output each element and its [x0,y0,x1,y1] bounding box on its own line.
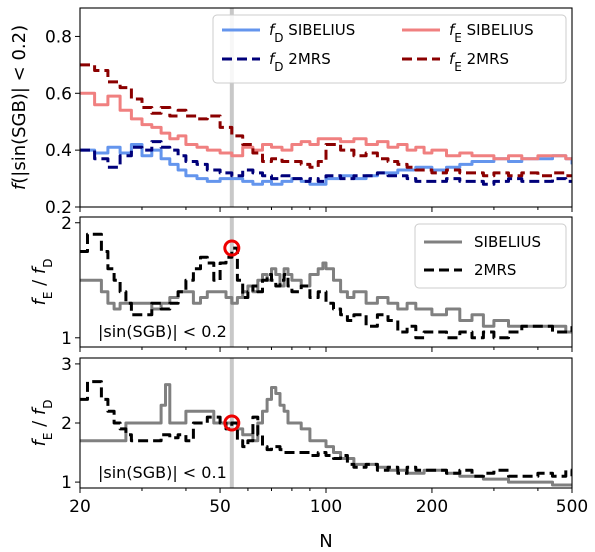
label-part: E [41,433,55,441]
x-axis-label: N [319,531,332,552]
label-part: E [454,31,462,45]
selection-annotation: |sin(SGB)| < 0.2 [98,322,227,341]
label-part: f [269,50,277,68]
label-part: f [29,265,50,274]
series-line-2 [80,140,572,186]
label-part: / [29,274,50,292]
label-part: E [41,292,55,300]
y-tick-label: 2 [61,414,72,434]
legend-label: fD 2MRS [269,50,331,74]
label-part: D [41,399,55,408]
highlight-marker [223,414,241,432]
series-line-3 [80,91,572,161]
x-tick-label: 100 [310,497,342,517]
y-tick-label: 0.4 [45,141,72,161]
y-axis-label: fE / fD [29,258,55,305]
label-part: f [29,438,50,447]
series-group [80,232,572,340]
series-line-2 [80,232,572,340]
label-part: (|sin(SGB)| < 0.2) [9,25,30,184]
legend-label: SIBELIUS [474,233,541,251]
legend-label: fD SIBELIUS [269,21,355,45]
label-part: SIBELIUS [284,21,356,39]
y-tick-label: 1 [61,329,72,349]
series-line-2 [80,380,572,478]
label-part: / [29,415,50,433]
y-axis-label: fE / fD [29,399,55,446]
label-part: 2MRS [462,50,509,68]
legend-box [414,223,567,289]
series-line-4 [80,63,572,178]
y-tick-label: 0.6 [45,84,72,104]
label-part: D [274,31,283,45]
y-axis-label: f(|sin(SGB)| < 0.2) [9,25,30,190]
x-tick-label: 200 [416,497,448,517]
label-part: f [29,406,50,415]
legend-label: 2MRS [474,261,516,279]
legend-box [212,14,567,84]
y-tick-label: 0.8 [45,27,72,47]
label-part: f [449,21,457,39]
label-part: SIBELIUS [462,21,534,39]
label-part: D [41,258,55,267]
y-tick-label: 2 [61,214,72,234]
x-tick-label: 50 [209,497,231,517]
series-group [80,380,572,487]
panel-1: 0.20.40.60.8f(|sin(SGB)| < 0.2) fD SIBELI… [9,7,573,218]
selection-annotation: |sin(SGB)| < 0.1 [98,463,227,482]
y-tick-label: 3 [61,355,72,375]
x-tick-label: 500 [556,497,588,517]
legend-label: fE SIBELIUS [449,21,534,45]
x-tick-label: 20 [69,497,91,517]
y-tick-label: 1 [61,473,72,493]
series-group [80,63,572,186]
legend: SIBELIUS 2MRS [414,223,567,289]
label-part: f [9,181,30,190]
label-part: f [449,50,457,68]
label-part: f [29,297,50,306]
highlight-marker [223,239,241,257]
label-part: E [454,60,462,74]
label-part: f [269,21,277,39]
label-part: 2MRS [284,50,331,68]
legend-label: fE 2MRS [449,50,509,74]
label-part: D [274,60,283,74]
y-tick-label: 0.2 [45,198,72,218]
